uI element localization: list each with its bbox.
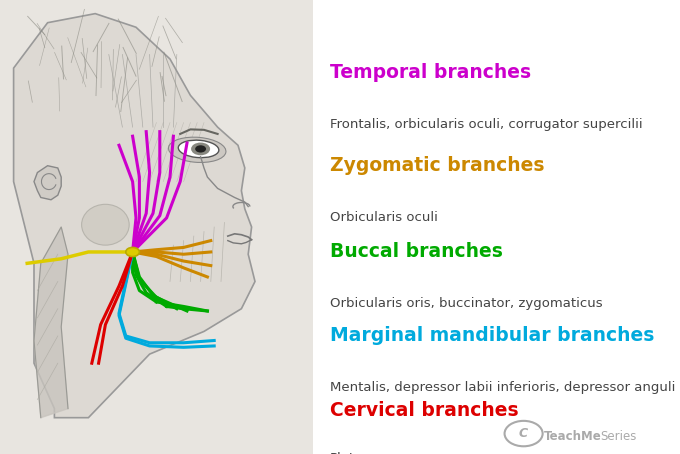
Text: Marginal mandibular branches: Marginal mandibular branches <box>330 326 654 345</box>
Circle shape <box>195 145 206 153</box>
Ellipse shape <box>82 204 129 245</box>
Text: C: C <box>519 427 528 440</box>
Text: Zygomatic branches: Zygomatic branches <box>330 156 544 175</box>
Text: Frontalis, orbicularis oculi, corrugator supercilii: Frontalis, orbicularis oculi, corrugator… <box>330 118 643 131</box>
Circle shape <box>126 247 139 257</box>
Bar <box>0 0 313 454</box>
Text: Mentalis, depressor labii inferioris, depressor anguli oris: Mentalis, depressor labii inferioris, de… <box>330 381 680 395</box>
Ellipse shape <box>169 137 226 163</box>
Polygon shape <box>14 14 255 418</box>
Text: Platysma: Platysma <box>330 452 391 454</box>
Text: Cervical branches: Cervical branches <box>330 401 518 420</box>
Text: Orbicularis oculi: Orbicularis oculi <box>330 211 438 224</box>
Bar <box>313 0 680 454</box>
Text: TeachMe: TeachMe <box>544 430 602 443</box>
Ellipse shape <box>178 140 219 158</box>
Text: Series: Series <box>600 430 636 443</box>
Circle shape <box>191 143 210 155</box>
Text: Orbicularis oris, buccinator, zygomaticus: Orbicularis oris, buccinator, zygomaticu… <box>330 297 602 311</box>
Polygon shape <box>34 227 68 418</box>
Text: Buccal branches: Buccal branches <box>330 242 503 261</box>
Polygon shape <box>34 166 61 200</box>
Text: Temporal branches: Temporal branches <box>330 63 531 82</box>
